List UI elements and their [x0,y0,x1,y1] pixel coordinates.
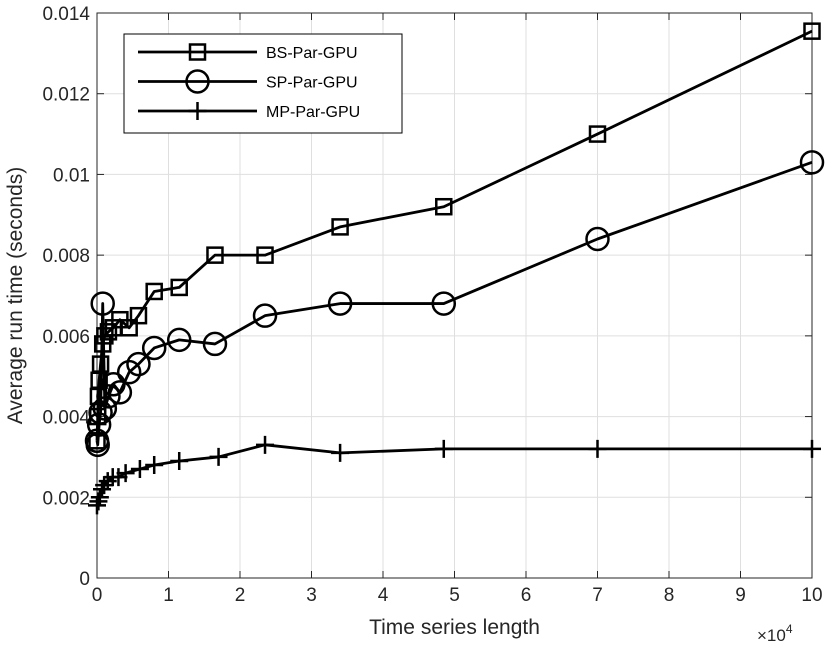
data-point-sp-par-gpu-circle-marker [202,331,228,357]
data-point-mp-par-gpu-plus-marker [89,492,108,511]
data-point-bs-par-gpu-square-marker [129,306,148,325]
legend-mp-par-gpu-plus-marker [188,102,207,120]
data-point-mp-par-gpu-plus-marker [588,439,607,458]
data-point-sp-par-gpu-circle-marker [86,412,112,437]
legend-label-bs-par-gpu: BS-Par-GPU [266,45,358,62]
x-tick-label: 2 [235,585,246,606]
x-tick-label: 3 [306,585,317,606]
legend-item-mp-par-gpu: MP-Par-GPU [138,102,360,121]
data-point-sp-par-gpu-circle-marker [126,351,151,377]
data-point-sp-par-gpu-circle-marker [107,380,133,405]
data-point-bs-par-gpu-square-marker [588,125,607,143]
legend-item-bs-par-gpu: BS-Par-GPU [138,43,358,62]
series-group [84,22,825,515]
legend-label-sp-par-gpu: SP-Par-GPU [266,75,358,92]
data-point-mp-par-gpu-plus-marker [145,456,164,474]
data-point-bs-par-gpu-square-marker [170,278,188,297]
data-point-bs-par-gpu-square-marker [120,319,138,337]
x-tick-label: 10 [801,585,822,606]
legend-box [123,33,403,134]
data-point-sp-par-gpu-circle-marker [88,400,113,425]
x-axis-multiplier-base: ×10 [757,626,786,645]
data-point-bs-par-gpu-square-marker [435,197,453,216]
legend-label-mp-par-gpu: MP-Par-GPU [266,104,360,121]
series-bs-par-gpu [88,22,821,450]
y-tick-label: 0.014 [42,4,90,25]
data-point-sp-par-gpu-circle-marker [166,327,192,353]
y-tick-label: 0.012 [42,85,90,106]
data-point-mp-par-gpu-plus-marker [95,476,114,495]
data-point-bs-par-gpu-square-marker [331,218,349,236]
data-point-sp-par-gpu-circle-marker [85,432,110,458]
data-point-mp-par-gpu-plus-marker [331,443,350,462]
legend-sp-par-gpu-circle-marker [185,69,210,94]
data-point-sp-par-gpu-circle-marker [141,335,167,361]
legend: BS-Par-GPU SP-Par-GPU MP-Par-GPU [123,33,403,134]
data-point-sp-par-gpu-circle-marker [92,396,118,421]
x-tick-label: 9 [735,585,746,606]
data-point-mp-par-gpu-plus-marker [130,460,149,479]
data-point-mp-par-gpu-plus-marker [116,464,135,483]
data-point-bs-par-gpu-square-marker [803,22,821,40]
series-line-bs-par-gpu [95,29,813,441]
y-axis-label: Average run time (seconds) [4,167,27,425]
data-point-sp-par-gpu-circle-marker [101,372,126,397]
data-point-mp-par-gpu-plus-marker [88,496,106,515]
data-point-sp-par-gpu-circle-marker [431,291,457,316]
data-point-sp-par-gpu-circle-marker [327,291,353,316]
data-point-mp-par-gpu-plus-marker [803,439,821,458]
x-tick-label: 1 [163,585,174,606]
legend-bs-par-gpu-square-marker [188,43,207,61]
data-point-bs-par-gpu-square-marker [145,282,163,301]
x-axis-multiplier-exponent: 4 [786,622,793,636]
y-tick-label: 0.004 [42,408,90,429]
data-point-sp-par-gpu-circle-marker [96,384,121,409]
series-mp-par-gpu [88,435,821,515]
data-point-mp-par-gpu-plus-marker [434,439,453,458]
data-point-bs-par-gpu-square-marker [256,246,274,264]
data-point-mp-par-gpu-plus-marker [256,435,275,454]
axis-ticks: 0 1 2 3 4 5 6 7 8 9 10 0 0.002 0.004 0.006 0.008 0.01 0.0… [42,4,822,606]
x-tick-label: 5 [449,585,460,606]
y-tick-label: 0.002 [42,488,90,509]
data-point-sp-par-gpu-circle-marker [799,150,825,175]
legend-item-sp-par-gpu: SP-Par-GPU [138,69,358,94]
y-tick-label: 0.006 [42,327,90,348]
series-sp-par-gpu [84,150,825,458]
x-tick-label: 4 [378,585,389,606]
data-point-sp-par-gpu-circle-marker [116,359,142,385]
y-tick-label: 0.01 [53,165,90,186]
x-axis-multiplier: ×104 [757,622,793,645]
data-point-sp-par-gpu-circle-marker [90,291,115,316]
data-point-sp-par-gpu-circle-marker [252,303,278,328]
data-point-mp-par-gpu-plus-marker [90,488,109,507]
x-tick-label: 7 [592,585,603,606]
data-point-bs-par-gpu-square-marker [206,246,224,264]
data-point-mp-par-gpu-plus-marker [209,447,228,466]
x-tick-label: 0 [92,585,103,606]
x-tick-label: 8 [664,585,675,606]
y-tick-label: 0.008 [42,246,90,267]
data-point-mp-par-gpu-plus-marker [170,451,189,470]
y-tick-label: 0 [79,569,90,590]
x-axis-label: Time series length [369,616,540,639]
x-tick-label: 6 [521,585,532,606]
data-point-sp-par-gpu-circle-marker [585,226,610,252]
